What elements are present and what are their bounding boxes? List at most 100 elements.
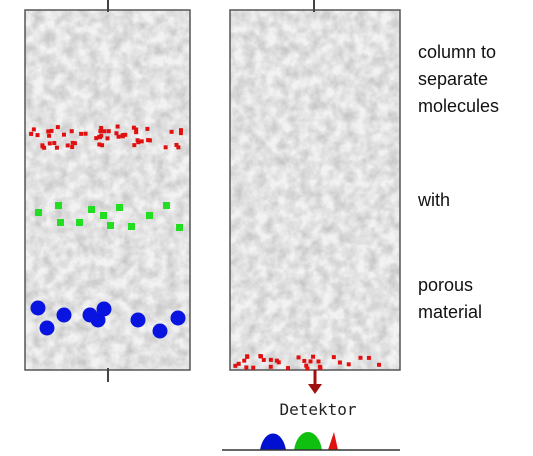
red-molecule <box>331 355 336 360</box>
red-molecule <box>54 145 59 150</box>
red-molecule <box>174 142 179 147</box>
red-molecule <box>72 141 77 146</box>
annotation: column to <box>418 42 496 62</box>
blue-molecule <box>90 312 106 328</box>
red-molecule <box>131 125 136 130</box>
red-molecule <box>100 143 105 148</box>
red-molecule <box>47 133 52 138</box>
green-molecule <box>146 212 153 219</box>
red-molecule <box>163 145 168 150</box>
annotation: material <box>418 302 482 322</box>
blue-molecule <box>30 300 46 316</box>
red-molecule <box>176 145 181 150</box>
green-molecule <box>163 202 170 209</box>
green-molecule <box>100 212 107 219</box>
red-molecule <box>318 365 323 370</box>
molecules <box>29 124 382 371</box>
red-molecule <box>115 124 120 129</box>
red-molecule <box>233 363 238 368</box>
peak-blue <box>260 433 286 450</box>
red-molecule <box>116 134 121 139</box>
arrow-head <box>308 384 322 394</box>
green-molecule <box>88 206 95 213</box>
red-molecule <box>296 355 301 360</box>
red-molecule <box>69 129 74 134</box>
annotation: separate <box>418 69 488 89</box>
red-molecule <box>316 359 321 364</box>
blue-molecule <box>96 301 112 317</box>
red-molecule <box>311 354 316 359</box>
red-molecule <box>305 366 310 371</box>
red-molecule <box>145 126 150 131</box>
red-molecule <box>134 127 139 132</box>
red-molecule <box>123 132 128 137</box>
detector-signal <box>222 432 400 451</box>
blue-molecule <box>39 320 55 336</box>
red-molecule <box>55 125 60 130</box>
red-molecule <box>139 139 144 144</box>
annotation: with <box>417 190 450 210</box>
red-molecule <box>358 355 363 360</box>
peak-red <box>328 432 338 450</box>
red-molecule <box>134 130 139 135</box>
red-molecule <box>304 363 309 368</box>
red-molecule <box>377 362 382 367</box>
blue-molecule <box>170 310 186 326</box>
red-molecule <box>99 125 104 130</box>
red-molecule <box>94 136 99 141</box>
red-molecule <box>97 142 102 147</box>
red-molecule <box>366 355 371 360</box>
green-molecule <box>55 202 62 209</box>
red-molecule <box>146 138 151 143</box>
red-molecule <box>49 128 54 133</box>
peak-green <box>294 432 322 450</box>
red-molecule <box>286 366 291 371</box>
green-molecule <box>116 204 123 211</box>
red-molecule <box>236 361 241 366</box>
red-molecule <box>98 129 103 134</box>
column-left <box>24 0 191 382</box>
red-molecule <box>136 140 141 145</box>
red-molecule <box>114 131 119 136</box>
red-molecule <box>47 141 52 146</box>
green-molecule <box>176 224 183 231</box>
red-molecule <box>79 131 84 136</box>
green-molecule <box>57 219 64 226</box>
red-molecule <box>31 127 36 132</box>
column-right <box>229 0 401 371</box>
red-molecule <box>29 131 34 136</box>
red-molecule <box>244 365 249 370</box>
blue-molecule <box>130 312 146 328</box>
annotation: porous <box>418 275 473 295</box>
red-molecule <box>268 364 273 369</box>
green-molecule <box>76 219 83 226</box>
red-molecule <box>102 129 107 134</box>
porous-texture <box>230 10 400 370</box>
red-molecule <box>251 365 256 370</box>
red-molecule <box>337 360 342 365</box>
green-molecule <box>107 222 114 229</box>
blue-molecule <box>56 307 72 323</box>
red-molecule <box>274 358 279 363</box>
red-molecule <box>106 129 111 134</box>
red-molecule <box>70 145 75 150</box>
red-molecule <box>42 145 47 150</box>
red-molecule <box>132 143 137 148</box>
red-molecule <box>105 136 110 141</box>
detector-label: Detektor <box>279 400 356 419</box>
red-molecule <box>169 129 174 134</box>
red-molecule <box>346 362 351 367</box>
red-molecule <box>268 357 273 362</box>
red-molecule <box>120 134 125 139</box>
red-molecule <box>302 358 307 363</box>
red-molecule <box>35 133 40 138</box>
red-molecule <box>261 357 266 362</box>
red-molecule <box>99 133 104 138</box>
red-molecule <box>65 143 70 148</box>
red-molecule <box>245 354 250 359</box>
red-molecule <box>46 129 51 134</box>
green-molecule <box>35 209 42 216</box>
red-molecule <box>258 354 263 359</box>
green-molecule <box>128 223 135 230</box>
